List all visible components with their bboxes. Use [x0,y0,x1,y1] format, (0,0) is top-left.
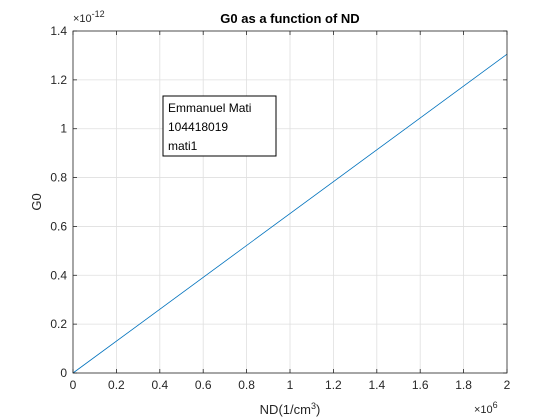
x-tick-label: 0.6 [195,378,212,392]
y-tick-label: 0.6 [50,219,67,233]
x-axis-label-close: ) [316,402,320,417]
y-tick-label: 0.2 [50,317,67,331]
y-tick-label: 0 [60,366,67,380]
y-exponent-power: -12 [92,9,105,19]
annotation-frame [162,95,277,157]
y-exponent-base: ×10 [73,13,92,25]
x-axis-label-superscript: 3 [311,401,316,411]
y-tick-label: 1.4 [50,24,67,38]
y-tick-label: 1.2 [50,73,67,87]
annotation-box: Emmanuel Mati 104418019 mati1 [162,95,277,157]
y-exponent-label: ×10-12 [73,9,105,25]
x-tick-label: 0.4 [151,378,168,392]
annotation-line-user: mati1 [168,139,198,153]
x-tick-label: 1.6 [412,378,429,392]
x-tick-label: 0.8 [238,378,255,392]
y-axis-label: G0 [29,193,44,210]
x-tick-label: 1.8 [455,378,472,392]
x-tick-label: 1 [287,378,294,392]
x-tick-label: 0 [70,378,77,392]
x-tick-label: 1.2 [325,378,342,392]
x-exponent-power: 6 [493,400,498,410]
y-tick-label: 1 [60,122,67,136]
tick-labels: 0 0.2 0.4 0.6 0.8 1 1.2 1.4 1.6 1.8 2 0 0.2 0.4 0.6 0.8… [50,24,510,392]
y-tick-label: 0.4 [50,268,67,282]
y-tick-label: 0.8 [50,171,67,185]
x-tick-label: 1.4 [368,378,385,392]
annotation-line-name: Emmanuel Mati [168,101,251,115]
series-line [72,53,508,374]
x-exponent-base: ×10 [474,404,493,416]
x-axis-label: ND(1/cm3) [260,401,321,417]
x-tick-label: 2 [504,378,511,392]
x-exponent-label: ×106 [474,400,498,416]
series-layer [72,53,508,374]
chart-title: G0 as a function of ND [220,11,359,26]
annotation-line-id: 104418019 [168,120,228,134]
x-axis-label-main: ND(1/cm [260,402,311,417]
ticks [72,30,508,374]
x-tick-label: 0.2 [108,378,125,392]
